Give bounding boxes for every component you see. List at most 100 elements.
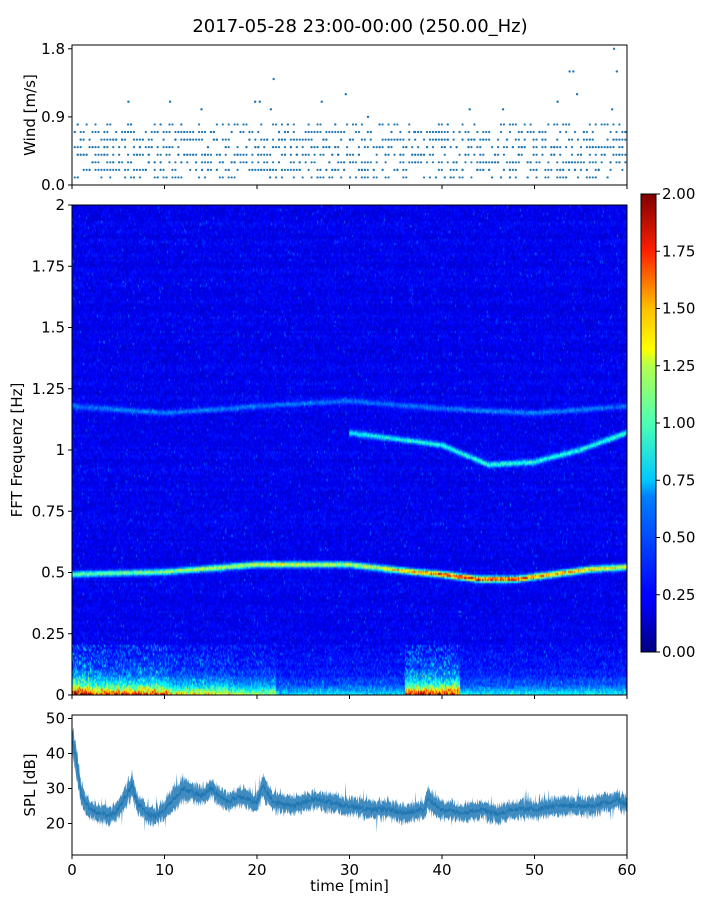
wind-point: [547, 161, 550, 164]
wind-point: [251, 168, 254, 171]
wind-point: [162, 168, 165, 171]
wind-point: [245, 123, 248, 126]
wind-point: [440, 168, 443, 171]
wind-point: [393, 153, 396, 156]
wind-point: [532, 168, 535, 171]
wind-point: [97, 153, 100, 156]
wind-point: [328, 161, 331, 164]
wind-point: [443, 153, 446, 156]
wind-point: [283, 138, 287, 141]
wind-point: [295, 168, 298, 171]
wind-point: [387, 123, 390, 126]
wind-point: [464, 130, 467, 134]
wind-point: [446, 130, 449, 134]
wind-point: [112, 138, 115, 141]
wind-point: [171, 146, 174, 149]
wind-point: [570, 161, 574, 164]
wind-point: [331, 168, 334, 171]
wind-point: [591, 138, 594, 141]
wind-point: [345, 153, 349, 156]
wind-point: [76, 153, 79, 156]
wind-point: [168, 146, 171, 149]
wind-point: [446, 138, 449, 141]
wind-point: [200, 161, 204, 164]
wind-point: [325, 138, 328, 141]
wind-point: [168, 130, 171, 134]
wind-point: [600, 153, 603, 156]
wind-point: [209, 153, 213, 156]
wind-point: [535, 138, 538, 141]
wind-point: [337, 161, 340, 164]
wind-point: [576, 153, 580, 156]
wind-point: [354, 130, 358, 134]
wind-point: [343, 130, 346, 134]
wind-point: [567, 123, 571, 126]
wind-point: [112, 161, 115, 164]
wind-point: [621, 168, 624, 171]
wind-point: [174, 138, 177, 141]
wind-point: [562, 176, 565, 179]
wind-point: [520, 153, 523, 156]
colorbar-ticks: 0.00 0.25 0.50 0.75 1.00 1.25 1.50 1.75 2.00: [656, 185, 695, 661]
wind-point: [271, 146, 275, 149]
wind-point: [511, 123, 514, 126]
wind-point: [251, 161, 254, 164]
wind-point: [348, 153, 352, 156]
wind-point: [437, 123, 440, 126]
x-axis-label: time [min]: [310, 877, 389, 895]
wind-point: [467, 130, 470, 134]
wind-point: [488, 138, 491, 141]
wind-point: [147, 153, 150, 156]
wind-point: [340, 138, 343, 141]
spl-y-tick-label: 30: [46, 780, 65, 798]
wind-point: [591, 130, 594, 134]
wind-point: [126, 161, 130, 164]
wind-point: [334, 130, 337, 134]
wind-point: [541, 153, 544, 156]
wind-point: [375, 153, 378, 156]
wind-point: [417, 153, 420, 156]
wind-point: [526, 176, 529, 179]
wind-point: [422, 176, 426, 179]
wind-point: [384, 153, 387, 156]
wind-point: [568, 70, 571, 73]
wind-point: [482, 168, 485, 171]
wind-point: [266, 168, 269, 171]
wind-point: [384, 176, 387, 179]
wind-point: [348, 176, 352, 179]
wind-point: [505, 161, 509, 164]
wind-point: [313, 153, 316, 156]
wind-point: [582, 138, 585, 141]
wind-point: [159, 168, 162, 171]
wind-point: [150, 146, 153, 149]
wind-point: [280, 176, 284, 179]
wind-point: [369, 130, 372, 134]
wind-point: [369, 161, 372, 164]
wind-point: [277, 146, 281, 149]
wind-point: [363, 176, 366, 179]
wind-point: [109, 168, 112, 171]
wind-point: [437, 130, 440, 134]
wind-point: [419, 130, 423, 134]
wind-point: [141, 153, 144, 156]
wind-point: [269, 108, 273, 111]
wind-point: [559, 153, 562, 156]
wind-point: [115, 168, 118, 171]
wind-point: [307, 138, 310, 141]
wind-point: [532, 153, 535, 156]
wind-point: [129, 123, 133, 126]
wind-point: [567, 161, 571, 164]
wind-point: [260, 138, 263, 141]
wind-point: [529, 130, 532, 134]
wind-point: [591, 146, 594, 149]
wind-point: [118, 168, 121, 171]
wind-point: [316, 168, 319, 171]
wind-point: [508, 123, 511, 126]
spl-x-tick-label: 0: [67, 861, 77, 879]
wind-point: [502, 146, 506, 149]
wind-point: [357, 168, 361, 171]
wind-point: [242, 161, 245, 164]
colorbar: 0.00 0.25 0.50 0.75 1.00 1.25 1.50 1.75 2.00: [640, 185, 695, 661]
wind-point: [286, 168, 289, 171]
wind-point: [310, 161, 313, 164]
